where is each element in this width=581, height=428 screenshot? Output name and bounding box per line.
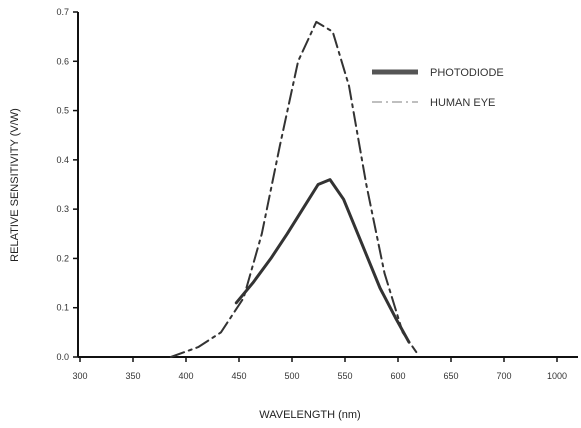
y-tick-label: 0.3: [56, 204, 69, 214]
y-axis-label: RELATIVE SENSITIVITY (V/W): [9, 108, 21, 262]
x-tick-label: 350: [125, 371, 140, 381]
y-tick-label: 0.7: [56, 7, 69, 17]
x-tick-label: 650: [443, 371, 458, 381]
y-tick-label: 0.0: [56, 352, 69, 362]
x-tick-label: 300: [72, 371, 87, 381]
series-line-photodiode: [234, 178, 411, 344]
series-layer: [169, 20, 418, 358]
legend-label: PHOTODIODE: [430, 67, 504, 79]
x-tick-label: 550: [337, 371, 352, 381]
legend: PHOTODIODE HUMAN EYE: [372, 67, 504, 109]
y-tick-label: 0.5: [56, 106, 69, 116]
legend-label: HUMAN EYE: [430, 97, 495, 109]
x-tick-label: 450: [231, 371, 246, 381]
y-tick-label: 0.4: [56, 155, 69, 165]
plot-area: [77, 12, 578, 358]
y-axis-ticks: 0.0 0.1 0.2 0.3 0.4 0.5 0.6 0.7: [56, 7, 78, 362]
x-tick-label: 500: [284, 371, 299, 381]
y-tick-label: 0.2: [56, 253, 69, 263]
x-axis-label: WAVELENGTH (nm): [259, 409, 360, 421]
x-tick-label: 400: [178, 371, 193, 381]
y-tick-label: 0.6: [56, 56, 69, 66]
y-tick-label: 0.1: [56, 303, 69, 313]
series-line-human-eye: [169, 20, 418, 358]
x-axis-ticks: 300 350 400 450 500 550 600 650 700 1000: [72, 357, 567, 381]
x-tick-label: 700: [496, 371, 511, 381]
x-tick-label: 600: [390, 371, 405, 381]
x-tick-label: 1000: [547, 371, 567, 381]
